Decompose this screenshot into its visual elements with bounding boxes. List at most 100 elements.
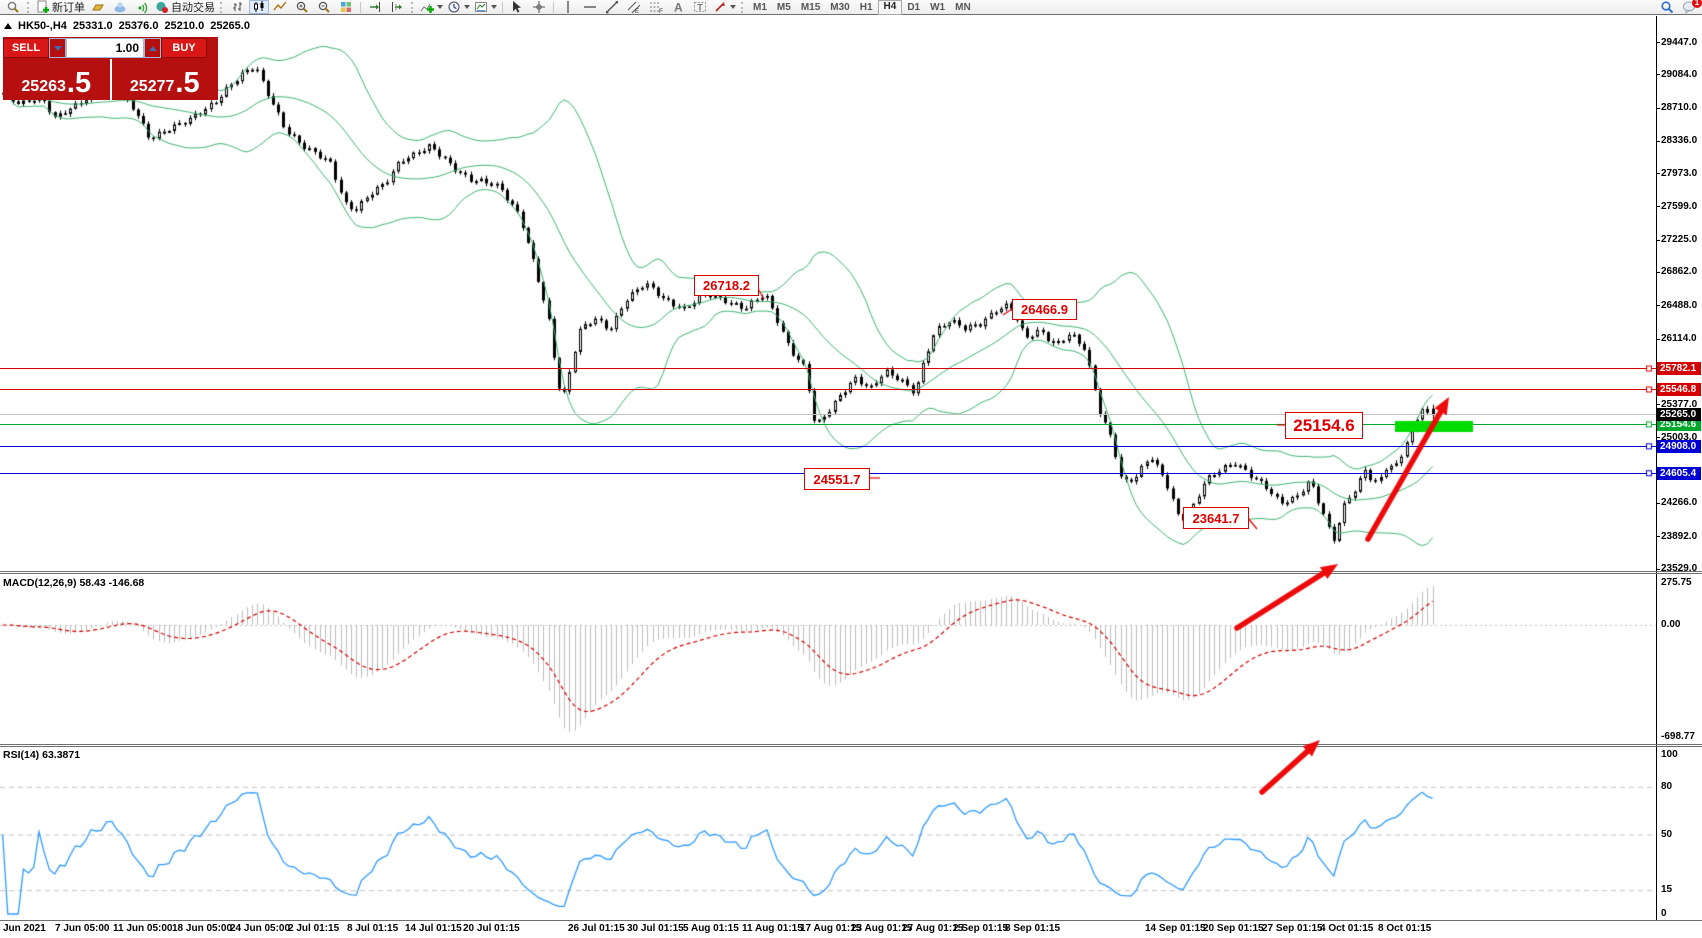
chart-shift-button[interactable] bbox=[386, 0, 408, 14]
svg-text:E: E bbox=[635, 9, 639, 14]
price-annotation[interactable]: 23641.7 bbox=[1183, 507, 1249, 529]
periods-button[interactable] bbox=[445, 0, 472, 14]
signals-icon bbox=[138, 2, 148, 14]
toolbar-grip bbox=[27, 1, 31, 13]
autotrade-label: 自动交易 bbox=[171, 2, 215, 14]
trendline-icon bbox=[606, 1, 618, 14]
chevron-down-icon bbox=[730, 5, 736, 9]
volume-input[interactable] bbox=[66, 38, 144, 58]
text-button[interactable]: A bbox=[667, 0, 689, 15]
symbol-info-line: HK50-,H4 25331.0 25376.0 25210.0 25265.0 bbox=[4, 20, 250, 32]
zoom-in-button[interactable] bbox=[291, 0, 313, 14]
tile-windows-button[interactable] bbox=[335, 0, 357, 14]
signals-button[interactable] bbox=[131, 0, 153, 14]
auto-scroll-button[interactable] bbox=[364, 0, 386, 14]
sell-price-pips: .5 bbox=[66, 67, 92, 99]
toolbar-grip bbox=[220, 1, 224, 13]
timeframe-d1[interactable]: D1 bbox=[907, 1, 921, 13]
templates-button[interactable] bbox=[472, 0, 499, 14]
toolbar-separator bbox=[502, 1, 503, 13]
toolbar-grip bbox=[411, 1, 415, 13]
horizontal-line-icon bbox=[584, 6, 596, 8]
timeframe-m1[interactable]: M1 bbox=[753, 1, 767, 13]
timeframe-group: M1 M5 M15 M30 H1 H4 D1 W1 MN bbox=[748, 0, 976, 15]
autotrade-icon bbox=[156, 1, 168, 13]
one-click-trading-panel: SELL BUY 25263.5 25277.5 bbox=[3, 37, 218, 100]
volume-increase-button[interactable] bbox=[144, 38, 161, 58]
sell-button[interactable]: SELL bbox=[3, 38, 49, 58]
candle-chart-icon bbox=[254, 1, 264, 12]
horizontal-line-button[interactable] bbox=[579, 0, 601, 14]
price-divider bbox=[109, 59, 112, 100]
sell-price-main: 25263 bbox=[21, 78, 66, 95]
fibonacci-icon: F bbox=[650, 2, 663, 14]
candle-chart-button[interactable] bbox=[249, 0, 269, 14]
price-annotation[interactable]: 26466.9 bbox=[1012, 299, 1077, 320]
arrow-objects-icon bbox=[715, 2, 725, 12]
templates-icon bbox=[475, 2, 487, 12]
timeframe-m30[interactable]: M30 bbox=[830, 1, 850, 13]
vertical-line-icon bbox=[567, 1, 569, 13]
chevron-down-icon bbox=[464, 5, 470, 9]
ohlc-low: 25210.0 bbox=[164, 20, 205, 32]
timeframe-mn[interactable]: MN bbox=[955, 1, 971, 13]
svg-text:A: A bbox=[674, 1, 683, 15]
text-label-button[interactable]: T bbox=[689, 0, 711, 14]
new-order-button[interactable]: 新订单 bbox=[34, 0, 87, 14]
tile-windows-icon bbox=[341, 2, 351, 12]
crosshair-icon bbox=[533, 1, 545, 13]
trade-prices-row: 25263.5 25277.5 bbox=[3, 59, 218, 100]
one-click-toggle-icon[interactable] bbox=[4, 23, 12, 29]
community-cloud-icon bbox=[114, 2, 126, 13]
line-chart-button[interactable] bbox=[269, 0, 291, 14]
price-annotation[interactable]: 25154.6 bbox=[1285, 412, 1363, 439]
add-indicator-button[interactable] bbox=[418, 0, 445, 14]
bar-chart-button[interactable] bbox=[227, 0, 249, 14]
arrow-objects-button[interactable] bbox=[711, 0, 738, 14]
clock-icon bbox=[448, 1, 460, 13]
channel-button[interactable]: E bbox=[623, 0, 645, 14]
chart-shift-icon bbox=[392, 2, 402, 12]
deposit-button[interactable] bbox=[87, 0, 109, 14]
timeframe-w1[interactable]: W1 bbox=[930, 1, 946, 13]
community-button[interactable] bbox=[109, 0, 131, 14]
symbol-name: HK50-,H4 bbox=[18, 20, 67, 32]
vertical-line-button[interactable] bbox=[557, 0, 579, 14]
search-button[interactable] bbox=[1656, 0, 1678, 14]
sell-price[interactable]: 25263.5 bbox=[3, 59, 110, 100]
svg-text:F: F bbox=[659, 8, 663, 14]
timeframe-h4[interactable]: H4 bbox=[877, 0, 903, 15]
gold-icon bbox=[92, 4, 104, 11]
zoom-in-icon bbox=[296, 1, 308, 13]
add-indicator-icon bbox=[420, 3, 434, 13]
trendline-button[interactable] bbox=[601, 0, 623, 14]
ohlc-high: 25376.0 bbox=[118, 20, 159, 32]
chevron-down-icon bbox=[491, 5, 497, 9]
autotrade-button[interactable]: 自动交易 bbox=[153, 0, 217, 14]
zoom-out-button[interactable] bbox=[313, 0, 335, 14]
crosshair-button[interactable] bbox=[528, 0, 550, 14]
notification-badge: 1 bbox=[1692, 0, 1702, 8]
symbols-search-icon bbox=[7, 1, 19, 13]
price-annotation[interactable]: 26718.2 bbox=[694, 275, 759, 296]
cursor-button[interactable] bbox=[506, 0, 528, 14]
fibonacci-button[interactable]: F bbox=[645, 0, 667, 14]
chevron-down-icon bbox=[437, 5, 443, 9]
price-annotation[interactable]: 24551.7 bbox=[804, 468, 870, 490]
chevron-down-icon bbox=[53, 45, 62, 51]
notifications-button[interactable]: 1 bbox=[1678, 0, 1702, 14]
buy-price[interactable]: 25277.5 bbox=[112, 59, 219, 100]
volume-decrease-button[interactable] bbox=[49, 38, 66, 58]
bar-chart-icon bbox=[233, 2, 242, 11]
timeframe-m15[interactable]: M15 bbox=[800, 1, 821, 13]
timeframe-m5[interactable]: M5 bbox=[776, 1, 791, 13]
buy-price-main: 25277 bbox=[129, 78, 175, 95]
svg-text:T: T bbox=[697, 3, 703, 13]
auto-scroll-icon bbox=[370, 2, 380, 12]
timeframe-h1[interactable]: H1 bbox=[859, 1, 873, 13]
toolbar-separator bbox=[360, 1, 361, 13]
buy-price-pips: .5 bbox=[175, 67, 200, 99]
buy-button[interactable]: BUY bbox=[161, 38, 207, 58]
symbols-button[interactable] bbox=[2, 0, 24, 14]
